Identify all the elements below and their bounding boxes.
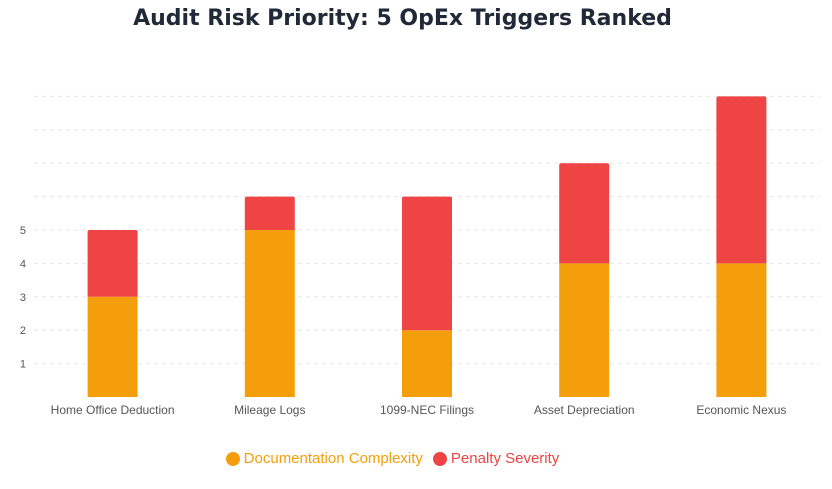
bar-segment bbox=[559, 163, 610, 264]
x-tick-label: Asset Depreciation bbox=[534, 403, 635, 417]
legend-item: Penalty Severity bbox=[432, 450, 560, 467]
bar-segment bbox=[716, 263, 767, 397]
x-tick-label: 1099-NEC Filings bbox=[380, 403, 474, 417]
y-tick-label: 1 bbox=[20, 359, 26, 371]
y-tick-label: 3 bbox=[20, 292, 26, 304]
bar-segment bbox=[87, 230, 138, 297]
legend-label: Penalty Severity bbox=[450, 450, 560, 467]
x-tick-label: Economic Nexus bbox=[696, 403, 786, 417]
chart-legend: Documentation Complexity Penalty Severity bbox=[0, 450, 785, 467]
bar-segment bbox=[559, 263, 610, 397]
x-tick-label: Mileage Logs bbox=[234, 403, 305, 417]
legend-swatch bbox=[432, 451, 447, 466]
legend-swatch bbox=[225, 451, 240, 466]
bar-segment bbox=[402, 330, 452, 397]
bar-segment bbox=[244, 196, 295, 230]
bar-segment bbox=[716, 96, 767, 264]
legend-label: Documentation Complexity bbox=[243, 450, 423, 467]
legend-item: Documentation Complexity bbox=[225, 450, 423, 467]
chart-title: Audit Risk Priority: 5 OpEx Triggers Ran… bbox=[133, 6, 672, 31]
x-tick-label: Home Office Deduction bbox=[51, 403, 175, 417]
bar-segment bbox=[87, 296, 138, 397]
bar-segment bbox=[402, 196, 452, 331]
y-tick-label: 5 bbox=[20, 225, 26, 237]
y-tick-label: 4 bbox=[20, 258, 26, 270]
bar-segment bbox=[244, 230, 295, 397]
y-tick-label: 2 bbox=[20, 325, 26, 337]
